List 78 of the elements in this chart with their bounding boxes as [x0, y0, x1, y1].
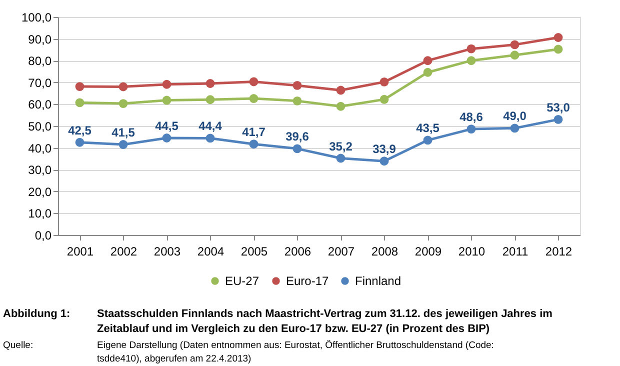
source-note: Quelle:	[3, 340, 34, 351]
data-label: 42,5	[68, 123, 92, 138]
point	[249, 94, 258, 103]
point	[510, 50, 520, 60]
point	[206, 95, 215, 104]
point	[292, 144, 302, 154]
y-tick-label: 60,0	[28, 98, 52, 112]
y-tick-label: 80,0	[28, 54, 52, 68]
point	[554, 44, 563, 54]
data-label: 43,5	[416, 121, 440, 136]
text: Abbildung 1:	[3, 308, 70, 320]
point	[162, 96, 172, 105]
data-label: 39,6	[286, 130, 310, 144]
point	[206, 134, 215, 143]
point	[162, 134, 172, 142]
y-tick-label: 70,0	[28, 76, 52, 90]
data-label: 33,9	[372, 142, 396, 156]
point	[118, 99, 128, 108]
point	[75, 98, 84, 108]
point	[466, 124, 476, 134]
y-tick-label: 40,0	[28, 141, 52, 156]
point	[292, 80, 302, 90]
point	[249, 140, 258, 149]
point	[423, 136, 432, 145]
point	[380, 156, 389, 166]
y-tick-label: 90,0	[28, 32, 52, 46]
point	[75, 138, 84, 147]
point	[336, 102, 346, 111]
data-label: 41,7	[242, 125, 266, 140]
data-label: 49,0	[503, 109, 527, 124]
data-label: 44,4	[198, 119, 222, 134]
x-tick-label: 2007	[328, 244, 355, 258]
point	[554, 33, 563, 42]
point	[292, 96, 302, 106]
x-tick-label: 2003	[154, 244, 181, 258]
data-label: 48,6	[460, 110, 484, 124]
point	[336, 154, 346, 163]
point	[423, 68, 432, 77]
point	[423, 56, 432, 66]
point	[206, 79, 215, 88]
x-tick-label: 2004	[197, 244, 224, 258]
point	[510, 40, 520, 50]
point	[162, 80, 172, 89]
y-tick-label: 20,0	[28, 184, 52, 199]
y-tick-label: 30,0	[28, 163, 52, 178]
data-label: 41,5	[112, 126, 136, 140]
x-tick-label: 2009	[414, 244, 442, 258]
y-tick-label: 50,0	[28, 120, 52, 134]
y-tick-label: 100,0	[21, 10, 52, 24]
y-tick-label: 10,0	[28, 206, 52, 221]
x-tick-label: 2005	[240, 244, 268, 258]
text: Staatsschulden Finnlands nach Maastricht-Vertrag zum 31.12. des jeweiligen Jahres im Zeitablauf und im Vergleich zu den Euro-17 bzw. EU-27 (in Prozent des BIP)	[97, 308, 553, 335]
point	[380, 94, 389, 104]
legend-label: Finnland	[355, 274, 402, 288]
point	[118, 140, 128, 149]
data-label: 53,0	[546, 100, 570, 114]
data-label: 44,5	[155, 118, 179, 133]
x-tick-label: 2006	[284, 244, 312, 258]
y-tick-label: 0,0	[34, 228, 52, 242]
point	[466, 44, 476, 54]
x-tick-label: 2011	[502, 244, 528, 258]
legend-label: Euro-17	[286, 274, 330, 288]
point	[336, 86, 346, 95]
text: Eigene Darstellung (Daten entnommen aus: Eurostat, Öffentlicher Bruttoschuldenstand (Code: tsdde410), abgerufen am 22.4.2013)	[97, 340, 494, 364]
point	[380, 78, 389, 86]
point	[466, 56, 476, 66]
x-tick-label: 2001	[66, 244, 94, 258]
x-tick-label: 2008	[371, 244, 398, 258]
point	[554, 114, 563, 124]
point	[510, 124, 520, 133]
point	[75, 82, 84, 92]
data-label: 35,2	[329, 139, 353, 154]
x-tick-label: 2010	[458, 244, 486, 258]
x-tick-label: 2012	[545, 244, 572, 258]
point	[118, 82, 128, 92]
legend-label: EU-27	[225, 274, 260, 288]
x-tick-label: 2002	[110, 244, 138, 258]
point	[249, 77, 258, 86]
